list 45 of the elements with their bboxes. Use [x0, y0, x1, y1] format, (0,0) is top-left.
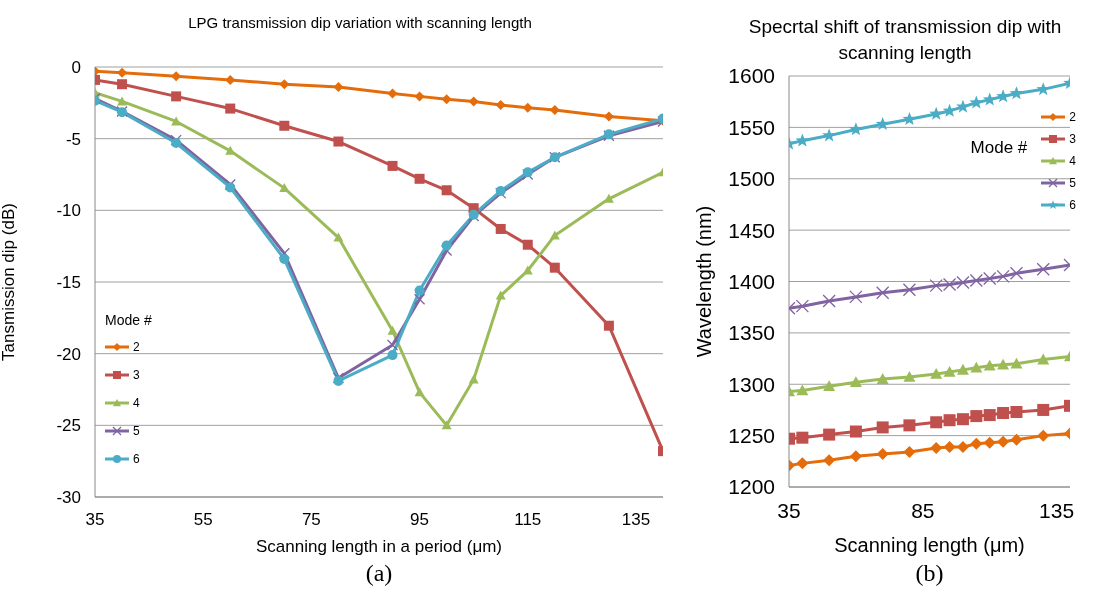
chart-title: Specrtal shift of transmission dip with scanning length — [747, 15, 1063, 65]
y-tick-label: 1550 — [728, 115, 775, 139]
legend-label: 2 — [1069, 110, 1076, 124]
chart-title: LPG transmission dip variation with scanning length — [187, 13, 533, 33]
x-tick-label: 135 — [621, 510, 651, 530]
y-tick-label: 1450 — [728, 218, 775, 242]
x-tick-label: 35 — [777, 498, 801, 522]
y-tick-label: 1600 — [728, 64, 775, 88]
y-tick-label: -20 — [56, 344, 81, 364]
legend-label: 4 — [133, 396, 140, 410]
x-tick-label: 85 — [911, 498, 935, 522]
text: (b) — [914, 560, 945, 587]
legend-label: 3 — [1069, 132, 1076, 146]
x-tick-label: 135 — [1039, 498, 1075, 522]
y-tick-label: 1300 — [728, 372, 775, 396]
legend-label: 2 — [133, 340, 140, 354]
legend-label: 6 — [133, 452, 140, 466]
x-tick-label: 75 — [301, 510, 321, 530]
y-tick-label: 1250 — [728, 424, 775, 448]
y-tick-label: -30 — [56, 488, 81, 508]
y-tick-label: 1200 — [728, 475, 775, 499]
x-axis-title: Scanning length in a period (μm) — [255, 537, 503, 556]
y-tick-label: 1400 — [728, 269, 775, 293]
y-tick-label: -10 — [56, 201, 81, 221]
y-tick-label: 1350 — [728, 321, 775, 345]
x-tick-label: 115 — [514, 510, 542, 530]
legend-title: Mode # — [105, 312, 152, 328]
x-tick-label: 95 — [410, 510, 430, 530]
legend-title: Mode # — [970, 138, 1028, 158]
y-axis-title: Wavelength (nm) — [693, 205, 716, 358]
y-axis-title: Tansmission dip (dB) — [0, 203, 19, 361]
x-tick-label: 55 — [193, 510, 213, 530]
x-tick-label: 35 — [85, 510, 105, 530]
legend-label: 4 — [1069, 154, 1076, 168]
legend-label: 5 — [1069, 176, 1076, 190]
y-tick-label: -5 — [65, 129, 81, 149]
y-tick-label: 0 — [71, 58, 81, 78]
text: (a) — [364, 560, 394, 587]
y-tick-label: -25 — [56, 416, 81, 436]
legend-label: 5 — [133, 424, 140, 438]
y-tick-label: -15 — [56, 273, 81, 293]
y-tick-label: 1500 — [728, 167, 775, 191]
x-axis-title: Scanning length (μm) — [834, 534, 1025, 556]
legend-label: 3 — [133, 368, 140, 382]
legend-label: 6 — [1069, 198, 1076, 212]
